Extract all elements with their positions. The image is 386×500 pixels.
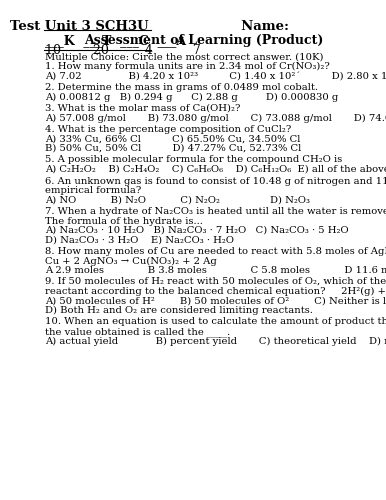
Text: A) actual yield            B) percent yield       C) theoretical yield    D) min: A) actual yield B) percent yield C) theo… — [46, 336, 386, 345]
Text: A) C₂H₂O₂    B) C₂H₄O₂    C) C₆H₆O₆    D) C₆H₁₂O₆  E) all of the above: A) C₂H₂O₂ B) C₂H₄O₂ C) C₆H₆O₆ D) C₆H₁₂O₆… — [46, 165, 386, 174]
Text: A) 50 molecules of H²        B) 50 molecules of O²        C) Neither is limiting: A) 50 molecules of H² B) 50 molecules of… — [46, 296, 386, 306]
Text: 1. How many formula units are in 2.34 mol of Cr(NO₃)₂?: 1. How many formula units are in 2.34 mo… — [46, 62, 330, 71]
Text: The formula of the hydrate is...: The formula of the hydrate is... — [46, 216, 203, 226]
Text: B) 50% Cu, 50% Cl          D) 47.27% Cu, 52.73% Cl: B) 50% Cu, 50% Cl D) 47.27% Cu, 52.73% C… — [46, 144, 301, 153]
Text: 6. An unknown gas is found to consist of 10.48 g of nitrogen and 11.96 g if oxyg: 6. An unknown gas is found to consist of… — [46, 176, 386, 186]
Text: 2. Determine the mass in grams of 0.0489 mol cobalt.: 2. Determine the mass in grams of 0.0489… — [46, 83, 318, 92]
Text: 7. When a hydrate of Na₂CO₃ is heated until all the water is removed, it loses 5: 7. When a hydrate of Na₂CO₃ is heated un… — [46, 207, 386, 216]
Text: D) Both H₂ and O₂ are considered limiting reactants.: D) Both H₂ and O₂ are considered limitin… — [46, 306, 313, 315]
Text: Multiple Choice: Circle the most correct answer. (10K): Multiple Choice: Circle the most correct… — [46, 53, 324, 62]
Text: Cu + 2 AgNO₃ → Cu(NO₃)₂ + 2 Ag: Cu + 2 AgNO₃ → Cu(NO₃)₂ + 2 Ag — [46, 256, 217, 266]
Text: empirical formula?: empirical formula? — [46, 186, 142, 195]
Text: A) Na₂CO₃ · 10 H₂O   B) Na₂CO₃ · 7 H₂O   C) Na₂CO₃ · 5 H₂O: A) Na₂CO₃ · 10 H₂O B) Na₂CO₃ · 7 H₂O C) … — [46, 226, 349, 235]
Text: 5. A possible molecular formula for the compound CH₂O is: 5. A possible molecular formula for the … — [46, 156, 343, 164]
Text: 10. When an equation is used to calculate the amount of product that will form d: 10. When an equation is used to calculat… — [46, 318, 386, 326]
Text: 9. If 50 molecules of H₂ react with 50 molecules of O₂, which of the following w: 9. If 50 molecules of H₂ react with 50 m… — [46, 278, 386, 286]
Text: 3. What is the molar mass of Ca(OH)₂?: 3. What is the molar mass of Ca(OH)₂? — [46, 104, 241, 113]
Text: D) Na₂CO₃ · 3 H₂O    E) Na₂CO₃ · H₂O: D) Na₂CO₃ · 3 H₂O E) Na₂CO₃ · H₂O — [46, 236, 234, 244]
Text: 4. What is the percentage composition of CuCl₂?: 4. What is the percentage composition of… — [46, 125, 292, 134]
Text: 8. How many moles of Cu are needed to react with 5.8 moles of AgNO₃?: 8. How many moles of Cu are needed to re… — [46, 247, 386, 256]
Text: Oct. 2020       Test Unit 3 SCH3U                    Name:: Oct. 2020 Test Unit 3 SCH3U Name: — [0, 20, 289, 33]
Text: Assessment of Learning (Product): Assessment of Learning (Product) — [84, 34, 323, 47]
Text: A) 33% Cu, 66% Cl          C) 65.50% Cu, 34.50% Cl: A) 33% Cu, 66% Cl C) 65.50% Cu, 34.50% C… — [46, 134, 301, 143]
Text: A) 7.02               B) 4.20 x 10²³          C) 1.40 x 10²´          D) 2.80 x : A) 7.02 B) 4.20 x 10²³ C) 1.40 x 10²´ D)… — [46, 72, 386, 80]
Text: ___K  ___T  ___C  ___A: ___K ___T ___C ___A — [46, 34, 200, 47]
Text: A) NO           B) N₂O           C) N₂O₂                D) N₂O₃: A) NO B) N₂O C) N₂O₂ D) N₂O₃ — [46, 196, 310, 204]
Text: A) 0.00812 g   B) 0.294 g      C) 2.88 g         D) 0.000830 g: A) 0.00812 g B) 0.294 g C) 2.88 g D) 0.0… — [46, 92, 339, 102]
Text: the value obtained is called the ____.: the value obtained is called the ____. — [46, 327, 230, 336]
Text: A 2.9 moles              B 3.8 moles              C 5.8 moles           D 11.6 m: A 2.9 moles B 3.8 moles C 5.8 moles D 11… — [46, 266, 386, 275]
Text: 10        20         4          7: 10 20 4 7 — [46, 44, 201, 57]
Text: A) 57.008 g/mol       B) 73.080 g/mol       C) 73.088 g/mol       D) 74.092 g/mo: A) 57.008 g/mol B) 73.080 g/mol C) 73.08… — [46, 114, 386, 122]
Text: reactant according to the balanced chemical equation?     2H²(g) + O²(g) → 2H²O(: reactant according to the balanced chemi… — [46, 287, 386, 296]
